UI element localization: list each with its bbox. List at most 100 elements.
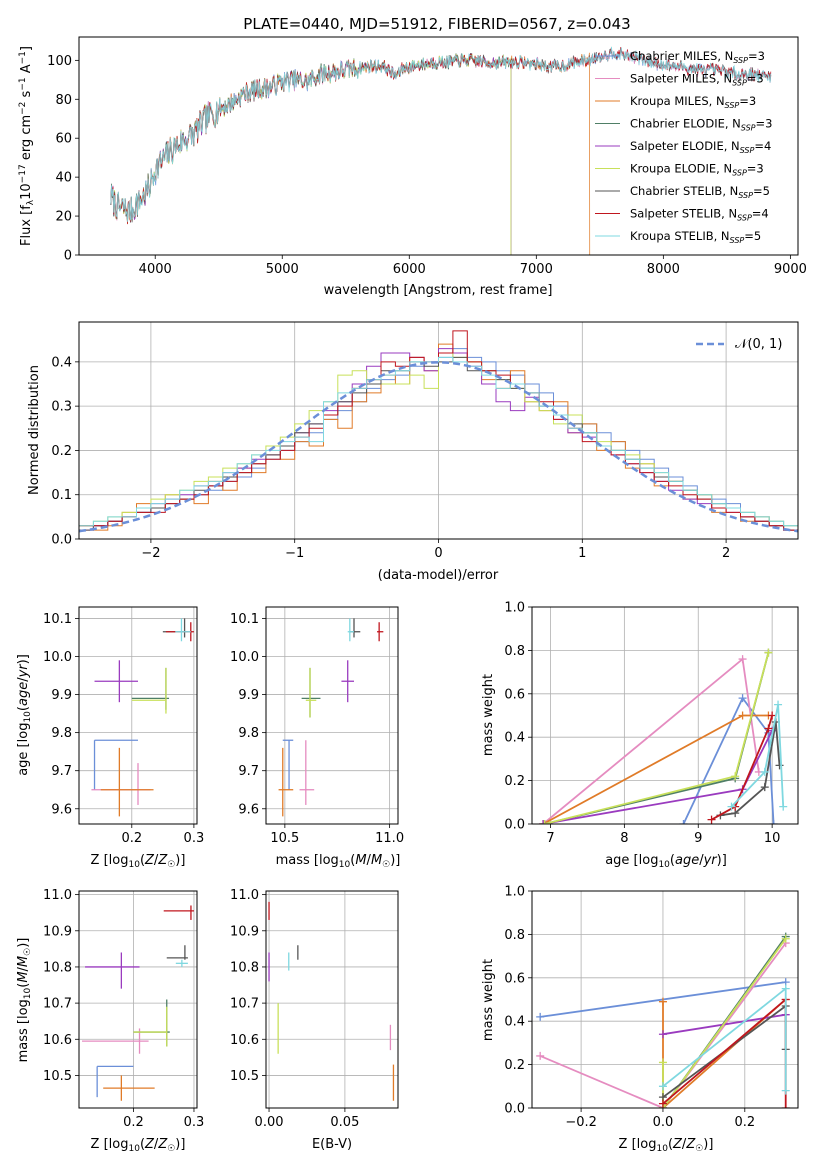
weight-line xyxy=(544,652,770,824)
weight-marker xyxy=(738,694,747,703)
mass_vs_EBV-ytick-label: 10.6 xyxy=(230,1033,259,1048)
w-z-ylabel: mass weight xyxy=(481,959,496,1041)
legend-label: Chabrier STELIB, NSSP=5 xyxy=(630,184,770,200)
mass_vs_Z-xtick-label: 0.3 xyxy=(184,1115,205,1130)
legend-label: Salpeter ELODIE, NSSP=4 xyxy=(630,139,771,155)
spectrum-xtick-label: 8000 xyxy=(647,262,680,277)
mass_vs_Z-ytick-label: 11.0 xyxy=(43,888,72,903)
spectrum-xtick-label: 9000 xyxy=(774,262,807,277)
age_vs_mass-ytick-label: 9.8 xyxy=(238,726,259,741)
spectrum-ytick-label: 100 xyxy=(47,54,72,69)
spectrum-ytick-label: 60 xyxy=(55,132,72,147)
legend-label: Salpeter STELIB, NSSP=4 xyxy=(630,207,769,223)
weight_vs_age-ytick-label: 0.4 xyxy=(504,731,525,746)
age-z-xlabel: Z [log10(Z/Z☉)] xyxy=(91,853,186,870)
age_vs_Z-xtick-label: 0.3 xyxy=(184,831,205,846)
weight_vs_Z-ytick-label: 0.8 xyxy=(504,928,525,943)
weight_vs_age-ytick-label: 0.8 xyxy=(504,644,525,659)
legend-label: Chabrier ELODIE, NSSP=3 xyxy=(630,117,772,133)
weight_vs_Z-ytick-label: 0.6 xyxy=(504,971,525,986)
age_vs_Z-ytick-label: 9.9 xyxy=(51,688,72,703)
spectrum-ylabel: Flux [fλ10−17 erg cm−2 s−1 A−1] xyxy=(18,46,36,246)
weight-marker xyxy=(658,997,667,1006)
mass_vs_Z-ytick-label: 10.9 xyxy=(43,924,72,939)
mass-vs-ebv-panel: 0.00 0.05 10.5 10.6 10.7 10.8 10.9 11.0 E(B-V) xyxy=(230,888,399,1152)
residuals-ytick-label: 0.4 xyxy=(51,355,72,370)
weight_vs_Z-ytick-label: 1.0 xyxy=(504,885,525,900)
weight-marker xyxy=(764,724,773,733)
weight-line xyxy=(682,696,775,824)
weight_vs_Z-xtick-label: −0.2 xyxy=(565,1115,597,1130)
weight_vs_Z-xtick-label: 0.0 xyxy=(653,1115,674,1130)
spectrum-line xyxy=(110,46,772,222)
weight_vs_age-ytick-label: 0.2 xyxy=(504,774,525,789)
weight-marker xyxy=(536,1051,545,1060)
weight-marker xyxy=(774,700,783,709)
weight-marker xyxy=(781,1086,790,1095)
age-vs-z-panel: 0.2 0.3 9.6 9.7 9.8 9.9 10.0 10.1 Z [log10(Z/Z☉… xyxy=(16,606,205,870)
mass_vs_Z-ytick-label: 10.8 xyxy=(43,960,72,975)
mass_vs_EBV-ytick-label: 10.5 xyxy=(230,1069,259,1084)
weight-line xyxy=(544,652,770,824)
w-age-ylabel: mass weight xyxy=(481,674,496,756)
mass_vs_Z-ytick-label: 10.7 xyxy=(43,997,72,1012)
spectrum-xtick-label: 7000 xyxy=(520,262,553,277)
spectrum-ytick-label: 20 xyxy=(55,210,72,225)
weight-marker xyxy=(658,1058,667,1067)
residuals-xtick-label: 1 xyxy=(578,546,586,561)
mass-vs-z-panel: 0.2 0.3 10.5 10.6 10.7 10.8 10.9 11.0 Z [log10(… xyxy=(16,888,204,1154)
weight-marker xyxy=(738,711,747,720)
weight-vs-age-panel: 7 8 9 10 0.0 0.2 0.4 0.6 0.8 1.0 age [log10(age/y… xyxy=(481,601,799,870)
residuals-legend: 𝒩(0, 1) xyxy=(696,337,782,352)
residuals-ylabel: Normed distribution xyxy=(27,365,42,495)
weight-marker xyxy=(781,1104,790,1108)
weight-marker xyxy=(679,820,688,824)
weight_vs_age-xtick-label: 8 xyxy=(620,831,628,846)
residuals-xlabel: (data-model)/error xyxy=(378,568,499,583)
weight_vs_Z-xtick-label: 0.2 xyxy=(734,1115,755,1130)
weight-marker xyxy=(731,772,740,781)
residuals-xtick-label: 2 xyxy=(722,546,730,561)
gaussian-curve xyxy=(79,361,798,533)
mass-z-xlabel: Z [log10(Z/Z☉)] xyxy=(91,1137,186,1154)
age_vs_Z-ytick-label: 9.7 xyxy=(51,764,72,779)
age_vs_mass-xtick-label: 11.0 xyxy=(375,831,404,846)
weight_vs_age-xtick-label: 7 xyxy=(546,831,554,846)
age_vs_Z-xtick-label: 0.2 xyxy=(121,831,142,846)
weight-line xyxy=(730,704,785,808)
spectrum-panel: PLATE=0440, MJD=51912, FIBERID=0567, z=0… xyxy=(18,15,807,298)
weight-marker xyxy=(760,783,769,792)
mass_vs_Z-xtick-label: 0.2 xyxy=(123,1115,144,1130)
age_vs_mass-ytick-label: 10.1 xyxy=(230,612,259,627)
weight-marker xyxy=(658,1030,667,1039)
weight-marker xyxy=(768,711,777,720)
weight_vs_age-ytick-label: 1.0 xyxy=(504,601,525,616)
mass_vs_EBV-xtick-label: 0.00 xyxy=(255,1115,284,1130)
spectrum-ytick-label: 40 xyxy=(55,171,72,186)
mass-z-ylabel: mass [log10(M/M☉)] xyxy=(16,938,33,1063)
spectrum-xtick-label: 6000 xyxy=(393,262,426,277)
histogram-step xyxy=(79,356,798,527)
legend-label: Kroupa STELIB, NSSP=5 xyxy=(630,229,761,245)
weight-marker xyxy=(658,1082,667,1091)
residuals-panel: −2 −1 0 1 2 0.0 0.1 0.2 0.3 0.4 (data-model)/erro… xyxy=(27,321,799,583)
mass_vs_EBV-xtick-label: 0.05 xyxy=(330,1115,359,1130)
weight-marker xyxy=(539,820,548,824)
weight-marker xyxy=(707,815,716,824)
mass_vs_EBV-ytick-label: 11.0 xyxy=(230,888,259,903)
weight-marker xyxy=(658,1099,667,1108)
spectrum-line xyxy=(110,52,591,255)
residuals-ytick-label: 0.1 xyxy=(51,488,72,503)
weight-marker xyxy=(775,761,784,770)
spectrum-xtick-label: 5000 xyxy=(266,262,299,277)
weight_vs_Z-ytick-label: 0.4 xyxy=(504,1015,525,1030)
weight-marker xyxy=(781,984,790,993)
weight-marker xyxy=(781,934,790,943)
age-vs-mass-panel: 10.5 11.0 9.6 9.7 9.8 9.9 10.0 10.1 mass [log10… xyxy=(230,606,404,870)
mass_vs_EBV-ytick-label: 10.7 xyxy=(230,997,259,1012)
weight-marker xyxy=(727,802,736,811)
weight-line xyxy=(711,715,773,821)
w-z-xlabel: Z [log10(Z/Z☉)] xyxy=(619,1137,714,1154)
age_vs_Z-ytick-label: 10.0 xyxy=(43,650,72,665)
residuals-xtick-label: 0 xyxy=(434,546,442,561)
